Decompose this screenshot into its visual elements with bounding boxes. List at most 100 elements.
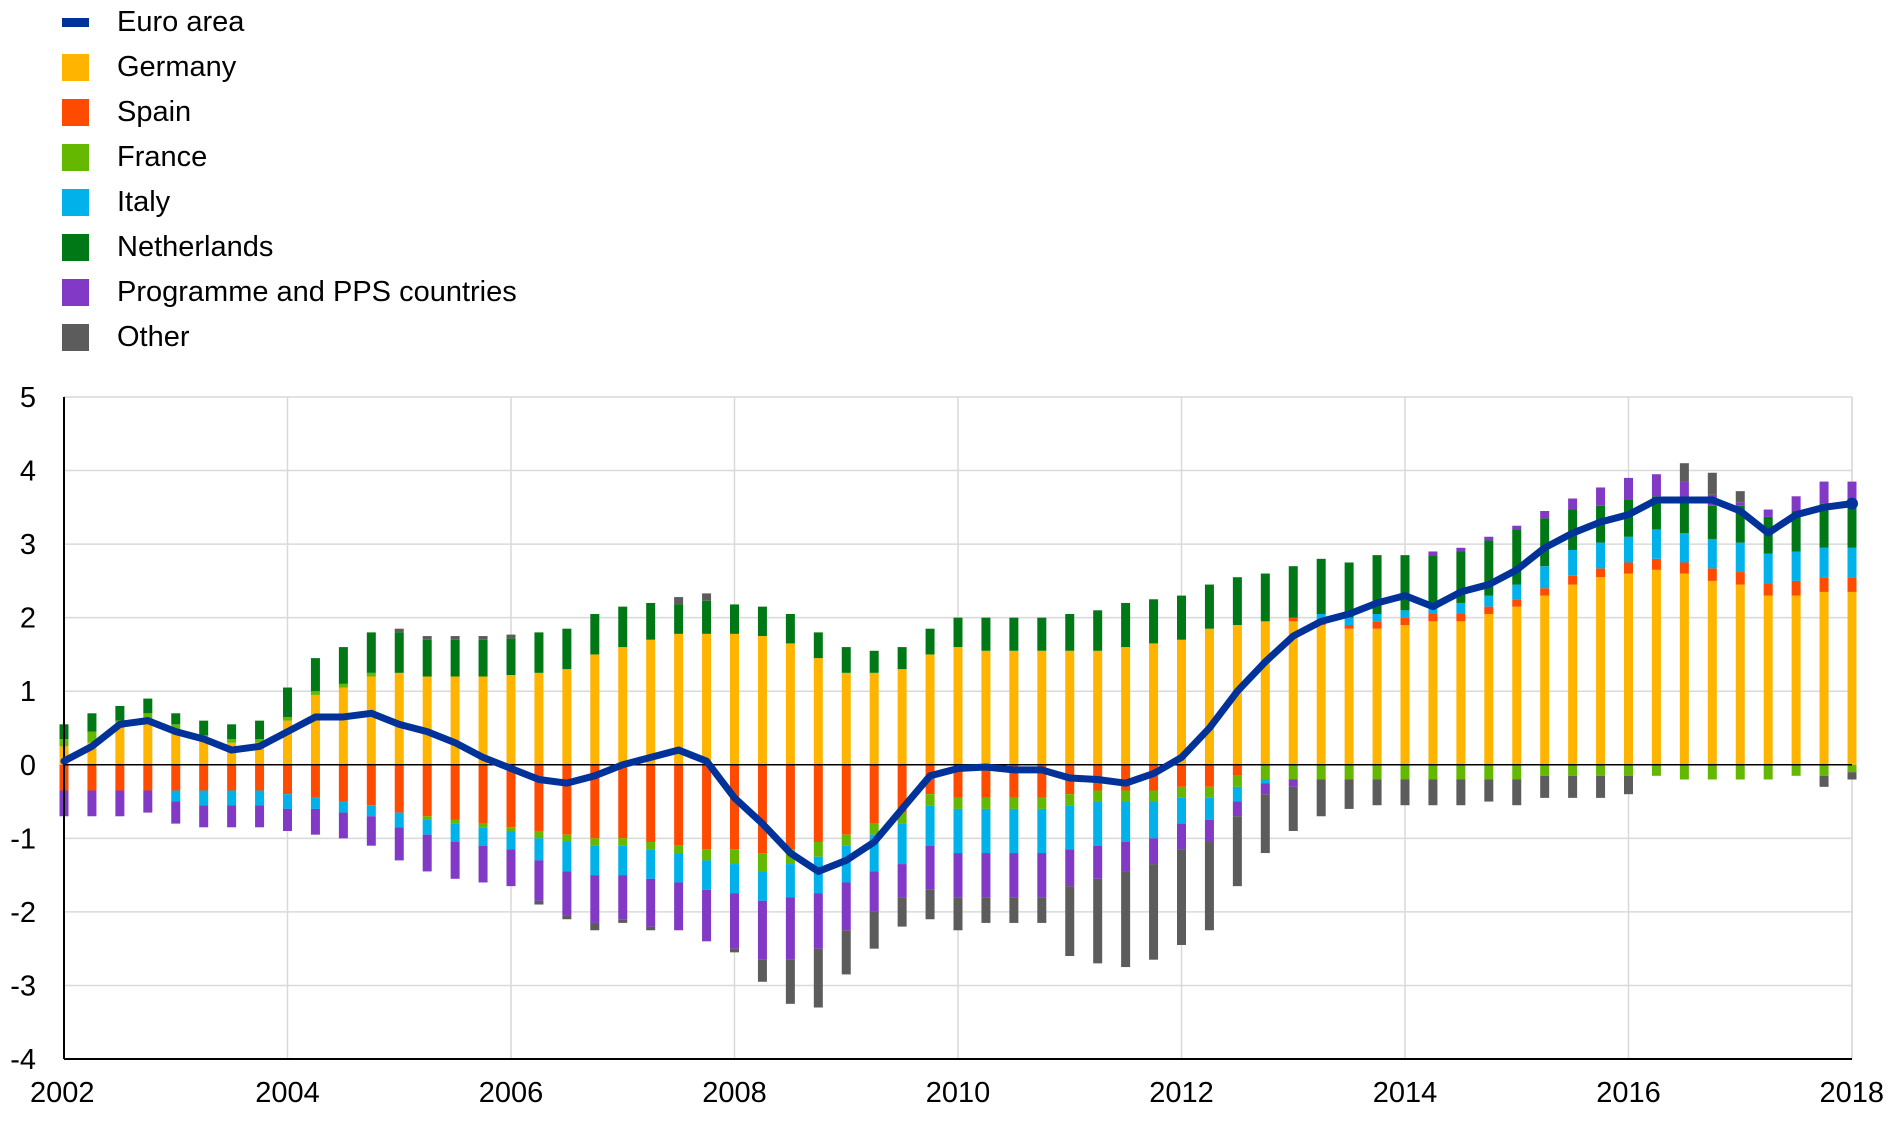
bar-italy (506, 830, 516, 850)
bar-spain (562, 764, 572, 835)
bar-spain (199, 764, 209, 791)
bar-germany (730, 633, 739, 765)
bar-germany (646, 639, 656, 765)
bar-germany (1707, 580, 1717, 765)
x-tick-label: 2010 (926, 1077, 991, 1109)
bar-germany (813, 658, 823, 765)
bar-programme-and-pps-countries (422, 834, 432, 872)
bar-france (1791, 764, 1801, 776)
bar-other (646, 926, 656, 931)
bar-spain (702, 764, 712, 850)
bar-germany (506, 675, 516, 765)
legend-label: Spain (117, 96, 192, 128)
bar-other (702, 593, 712, 601)
bar-netherlands (1540, 518, 1550, 567)
bar-netherlands (1512, 529, 1522, 585)
bar-france (283, 716, 292, 721)
bar-france (813, 842, 823, 857)
bar-netherlands (115, 705, 125, 721)
bar-spain (366, 764, 376, 806)
bar-programme-and-pps-countries (562, 871, 572, 916)
legend-swatch (62, 99, 89, 126)
bar-other (1344, 779, 1354, 809)
bar-programme-and-pps-countries (534, 860, 544, 901)
bar-netherlands (1121, 602, 1131, 648)
bar-germany (1121, 647, 1131, 765)
bar-italy (227, 790, 237, 806)
legend-label: Germany (117, 51, 237, 83)
bar-italy (534, 838, 544, 861)
bar-programme-and-pps-countries (1791, 496, 1801, 512)
bar-italy (283, 794, 292, 809)
bar-programme-and-pps-countries (115, 790, 125, 817)
legend-item-spain: Spain (62, 90, 517, 135)
bar-france (841, 834, 851, 846)
bar-other (1260, 794, 1270, 854)
bar-germany (450, 676, 460, 765)
bar-germany (1177, 639, 1186, 765)
x-tick-label: 2018 (1819, 1077, 1884, 1109)
bar-spain (1651, 558, 1661, 570)
bar-other (925, 889, 935, 920)
bar-france (1512, 764, 1522, 780)
bar-netherlands (1149, 599, 1159, 644)
y-tick-label: 4 (20, 456, 36, 488)
bar-france (338, 683, 348, 688)
bar-other (981, 897, 991, 923)
legend-swatch (62, 324, 89, 351)
bar-spain (1484, 606, 1494, 614)
bar-programme-and-pps-countries (1456, 547, 1466, 552)
bar-italy (1791, 551, 1801, 581)
bar-italy (1679, 533, 1689, 563)
bar-germany (1037, 650, 1047, 765)
bar-france (869, 823, 879, 835)
bar-programme-and-pps-countries (1847, 481, 1857, 508)
bar-netherlands (785, 613, 795, 644)
bar-france (1009, 797, 1019, 809)
bar-netherlands (1372, 555, 1382, 614)
bar-germany (1400, 625, 1410, 765)
bar-italy (1512, 584, 1522, 600)
bar-netherlands (730, 604, 739, 634)
bar-france (506, 827, 516, 831)
bar-spain (1456, 613, 1466, 622)
bar-spain (1512, 599, 1522, 607)
bar-spain (450, 764, 460, 820)
bar-programme-and-pps-countries (1735, 502, 1745, 506)
y-tick-label: -2 (10, 897, 36, 929)
bar-italy (1344, 617, 1354, 626)
bar-netherlands (1456, 551, 1466, 603)
bar-france (1149, 790, 1159, 802)
bar-italy (1596, 542, 1606, 569)
bar-spain (1372, 621, 1382, 629)
bar-france (1093, 790, 1103, 802)
bar-spain (1121, 764, 1131, 791)
bar-france (1037, 797, 1047, 809)
bar-netherlands (1093, 610, 1103, 651)
bar-netherlands (981, 617, 991, 651)
bar-italy (562, 842, 572, 872)
bar-spain (1232, 764, 1242, 776)
bar-netherlands (1679, 499, 1689, 534)
bar-italy (1624, 536, 1633, 563)
bar-spain (115, 764, 125, 791)
bar-germany (1596, 577, 1606, 765)
bar-netherlands (953, 617, 963, 648)
bar-programme-and-pps-countries (338, 812, 348, 839)
bar-netherlands (590, 613, 600, 655)
bar-germany (1093, 650, 1103, 765)
bar-netherlands (1707, 505, 1717, 539)
bar-italy (1735, 542, 1745, 573)
legend-item-germany: Germany (62, 45, 517, 90)
bar-italy (813, 856, 823, 894)
bar-germany (674, 633, 684, 765)
bar-other (730, 948, 739, 953)
bar-programme-and-pps-countries (1009, 853, 1019, 898)
bar-programme-and-pps-countries (143, 790, 153, 813)
bar-france (1484, 764, 1494, 780)
bar-spain (897, 764, 907, 813)
bar-spain (143, 764, 153, 791)
bar-germany (1260, 621, 1270, 765)
bar-netherlands (366, 632, 376, 673)
bar-programme-and-pps-countries (1624, 477, 1633, 500)
